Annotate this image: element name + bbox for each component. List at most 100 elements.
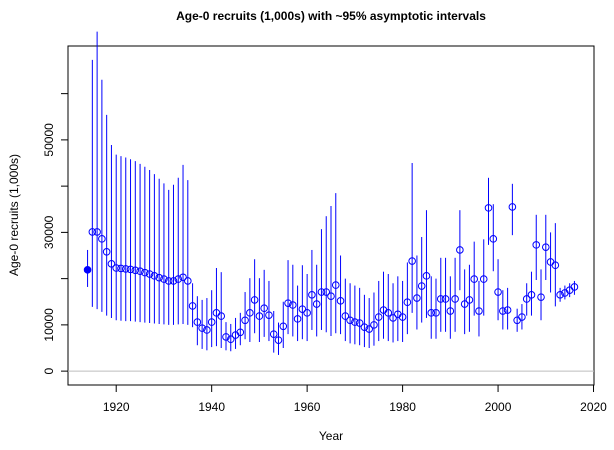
- data-point: [456, 246, 464, 254]
- x-tick-label: 1960: [294, 400, 321, 414]
- data-point: [141, 268, 149, 277]
- data-point: [136, 267, 144, 276]
- data-point: [489, 235, 498, 243]
- data-point: [236, 328, 245, 337]
- data-point: [246, 309, 254, 317]
- data-point: [298, 305, 307, 313]
- data-point: [112, 264, 121, 272]
- data-point: [360, 323, 369, 331]
- data-point: [274, 336, 283, 344]
- y-tick-label: 30000: [42, 215, 56, 249]
- data-point: [293, 315, 302, 323]
- data-point: [207, 318, 216, 326]
- y-tick-label: 0: [42, 367, 56, 374]
- chart-title: Age-0 recruits (1,000s) with ~95% asympt…: [176, 9, 486, 23]
- data-point: [465, 296, 474, 304]
- data-point: [145, 270, 154, 278]
- data-point: [222, 333, 230, 341]
- x-tick-label: 1940: [198, 400, 225, 414]
- data-point: [265, 311, 273, 319]
- data-point: [432, 309, 440, 317]
- data-point: [303, 309, 311, 317]
- data-point: [341, 312, 350, 320]
- x-tick-label: 1980: [389, 400, 416, 414]
- data-point: [508, 203, 517, 211]
- data-point: [255, 312, 264, 320]
- data-point: [150, 272, 159, 280]
- data-point: [556, 291, 564, 299]
- data-point: [365, 325, 373, 333]
- data-point: [551, 261, 560, 270]
- data-point: [494, 288, 502, 296]
- data-point: [160, 275, 168, 283]
- data-point: [441, 295, 450, 303]
- data-point: [107, 260, 116, 268]
- data-point: [499, 307, 507, 315]
- data-point: [532, 241, 541, 249]
- data-point: [308, 291, 316, 299]
- data-point: [279, 322, 288, 331]
- data-point: [179, 273, 187, 282]
- data-point: [226, 335, 235, 344]
- x-tick-label: 2020: [580, 400, 607, 414]
- data-point: [355, 319, 364, 327]
- data-point: [570, 283, 579, 291]
- data-point: [269, 330, 278, 338]
- data-point: [98, 235, 106, 243]
- y-tick-label: 50000: [42, 123, 56, 157]
- data-point: [88, 228, 97, 236]
- data-point: [460, 300, 469, 308]
- data-point: [331, 281, 340, 289]
- data-point: [422, 272, 431, 280]
- data-point: [198, 324, 206, 332]
- data-point: [169, 277, 178, 285]
- data-point: [427, 309, 436, 317]
- data-point: [541, 243, 550, 251]
- data-point: [241, 316, 249, 325]
- data-point: [260, 304, 268, 313]
- data-point: [451, 295, 459, 303]
- data-point: [398, 313, 407, 321]
- data-point: [527, 291, 536, 299]
- data-point: [413, 294, 421, 302]
- data-point: [193, 318, 202, 326]
- data-point: [102, 248, 111, 256]
- data-point: [188, 302, 197, 310]
- data-point: [250, 296, 259, 304]
- data-point: [312, 300, 321, 308]
- x-tick-label: 1920: [103, 400, 130, 414]
- x-axis-label: Year: [319, 429, 343, 443]
- y-axis-label: Age-0 recruits (1,000s): [7, 154, 21, 276]
- data-point: [389, 314, 397, 322]
- data-point: [408, 257, 416, 265]
- data-point: [503, 306, 512, 314]
- data-point: [351, 318, 359, 326]
- data-point: [126, 265, 135, 274]
- data-point: [317, 288, 326, 296]
- data-point: [336, 297, 345, 305]
- data-point: [327, 292, 335, 301]
- data-point: [284, 299, 292, 307]
- data-point: [164, 277, 173, 285]
- data-point: [537, 293, 545, 301]
- data-point: [131, 266, 140, 275]
- data-point: [518, 313, 526, 321]
- data-point: [174, 275, 183, 283]
- data-point: [203, 326, 211, 334]
- data-point: [217, 312, 226, 320]
- data-point: [289, 301, 297, 309]
- y-tick-label: 10000: [42, 308, 56, 342]
- x-tick-label: 2000: [485, 400, 512, 414]
- data-point: [403, 298, 412, 307]
- data-point: [346, 316, 354, 325]
- data-point: [436, 295, 445, 303]
- data-point: [470, 275, 478, 283]
- data-point: [446, 307, 455, 315]
- data-point: [93, 228, 101, 236]
- data-point: [370, 321, 378, 329]
- data-point: [155, 273, 163, 282]
- data-point: [184, 277, 192, 285]
- data-point: [374, 313, 383, 321]
- data-point: [322, 288, 331, 296]
